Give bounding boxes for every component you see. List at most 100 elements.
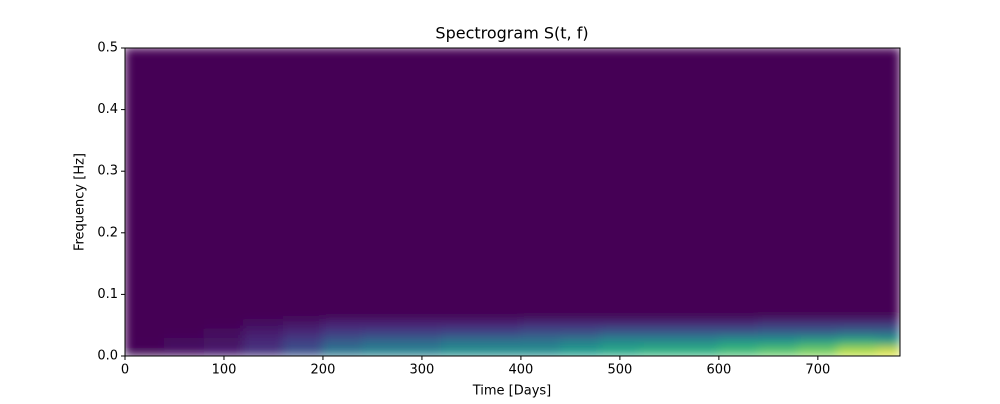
heatmap-cell [243,318,284,329]
heatmap-cell [560,318,601,329]
heatmap-cell [441,327,482,339]
heatmap-cell [797,346,839,356]
heatmap-cell [203,318,245,329]
heatmap-cell [876,327,900,339]
heatmap-cell [837,337,878,348]
heatmap-cell [639,318,680,329]
heatmap-cell [243,346,284,356]
y-tick-label: 0.4 [97,102,118,117]
heatmap-cell [520,327,562,339]
heatmap-cell [401,346,443,356]
heatmap-cell [441,48,482,320]
heatmap-cell [322,48,364,320]
x-tick-label: 500 [607,363,632,378]
heatmap-cell [203,337,245,348]
heatmap-cell [599,346,641,356]
heatmap-cell [757,48,799,320]
heatmap-cells [125,48,900,356]
heatmap-cell [203,346,245,356]
heatmap-cell [480,48,522,320]
heatmap-cell [164,346,205,356]
heatmap-cell [203,48,245,320]
heatmap-cell [401,337,443,348]
heatmap-cell [639,337,680,348]
heatmap-cell [401,327,443,339]
heatmap-cell [520,346,562,356]
heatmap-cell [322,318,364,329]
heatmap-cell [599,48,641,320]
heatmap-cell [203,327,245,339]
heatmap-cell [322,337,364,348]
heatmap-cell [876,318,900,329]
heatmap-cell [164,48,205,320]
heatmap-cell [718,327,759,339]
x-tick-label: 300 [410,363,435,378]
heatmap-cell [757,346,799,356]
heatmap-cell [718,318,759,329]
heatmap-cell [243,337,284,348]
heatmap-cell [599,337,641,348]
heatmap-cell [757,327,799,339]
heatmap-cell [441,337,482,348]
x-tick-label: 700 [805,363,830,378]
x-tick-label: 200 [311,363,336,378]
heatmap-cell [164,327,205,339]
heatmap-cell [797,327,839,339]
heatmap-cell [362,318,403,329]
heatmap-cell [125,346,166,356]
heatmap-cell [282,337,324,348]
chart-title: Spectrogram S(t, f) [435,24,588,43]
heatmap-cell [164,318,205,329]
heatmap-cell [362,346,403,356]
heatmap-cell [876,48,900,320]
heatmap-cell [520,48,562,320]
heatmap-cell [757,318,799,329]
heatmap-cell [560,346,601,356]
heatmap-cell [599,318,641,329]
y-tick-label: 0.0 [97,349,118,364]
heatmap-cell [282,327,324,339]
heatmap-cell [837,318,878,329]
heatmap-cell [243,327,284,339]
x-tick-label: 0 [121,363,129,378]
heatmap-cell [322,346,364,356]
x-tick-label: 400 [508,363,533,378]
heatmap-cell [125,48,166,320]
heatmap-cell [520,337,562,348]
heatmap-cell [520,318,562,329]
heatmap-cell [560,337,601,348]
heatmap-cell [243,48,284,320]
heatmap-cell [639,327,680,339]
heatmap-cell [678,327,720,339]
heatmap-cell [599,327,641,339]
heatmap-cell [401,48,443,320]
heatmap-cell [876,346,900,356]
plot-frame [124,47,901,357]
x-tick-label: 600 [706,363,731,378]
heatmap-cell [282,346,324,356]
heatmap-cell [797,318,839,329]
heatmap-cell [164,337,205,348]
heatmap-cell [560,48,601,320]
heatmap-cell [718,346,759,356]
heatmap-cell [362,48,403,320]
heatmap-cell [639,346,680,356]
heatmap-cell [678,48,720,320]
heatmap-cell [639,48,680,320]
heatmap-cell [837,346,878,356]
heatmap-cell [362,337,403,348]
y-tick-label: 0.1 [97,287,118,302]
y-tick-label: 0.3 [97,164,118,179]
heatmap-cell [125,318,166,329]
x-tick-label: 100 [212,363,237,378]
x-axis-label: Time [Days] [472,384,552,399]
heatmap-area [125,48,900,356]
heatmap-cell [282,318,324,329]
heatmap-cell [797,337,839,348]
y-tick-label: 0.5 [97,41,118,56]
heatmap-cell [757,337,799,348]
heatmap-cell [837,327,878,339]
heatmap-cell [362,327,403,339]
heatmap-cell [678,346,720,356]
